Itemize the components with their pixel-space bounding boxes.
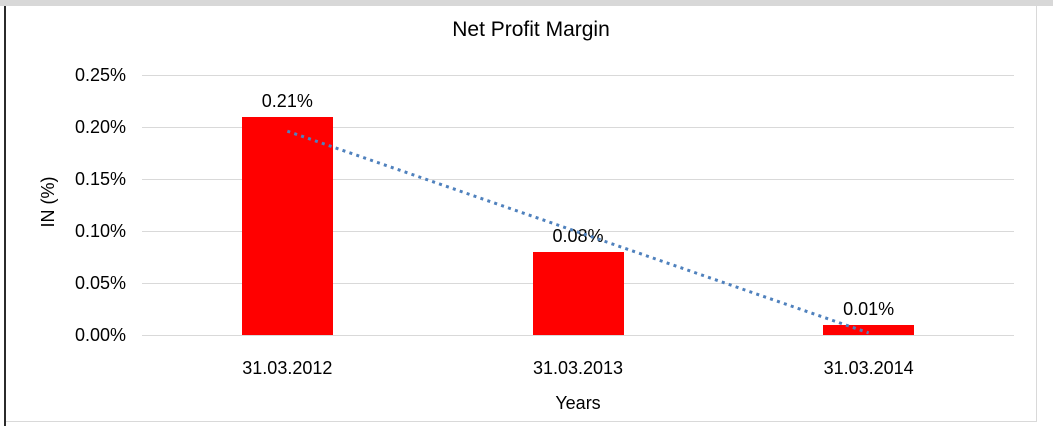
gridline [142,179,1014,180]
frame-left-border [4,6,6,426]
frame-right-border [1036,6,1037,422]
y-tick-label: 0.25% [74,65,126,85]
gridline [142,335,1014,336]
bar-data-label: 0.21% [261,90,313,111]
y-tick-label: 0.05% [74,273,126,293]
category-label: 31.03.2013 [532,358,624,378]
x-axis-title: Years [555,393,601,413]
y-tick-label: 0.10% [74,221,126,241]
y-tick-label: 0.00% [74,325,126,345]
frame-bottom-border [6,421,1037,422]
category-label: 31.03.2012 [242,358,333,378]
bar-data-label: 0.08% [552,225,604,246]
gridline [142,75,1014,76]
chart-title: Net Profit Margin [452,18,610,41]
y-tick-label: 0.20% [74,117,126,137]
bar [241,116,333,335]
category-label: 31.03.2014 [823,358,914,378]
bar [823,324,915,335]
y-tick-label: 0.15% [74,169,126,189]
frame-top-border [0,0,1053,6]
bar [532,251,624,335]
gridline [142,127,1014,128]
bar-data-label: 0.01% [843,298,895,319]
